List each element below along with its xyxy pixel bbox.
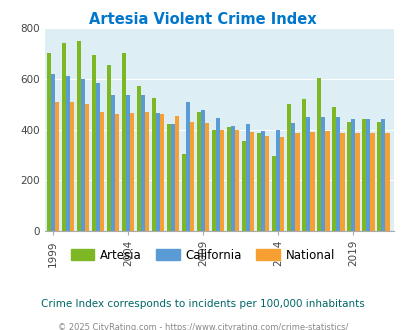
Bar xyxy=(335,117,339,231)
Bar xyxy=(96,82,100,231)
Bar xyxy=(196,112,200,231)
Bar xyxy=(145,112,149,231)
Bar xyxy=(130,113,134,231)
Bar xyxy=(181,154,185,231)
Bar xyxy=(92,55,96,231)
Bar xyxy=(249,132,254,231)
Bar xyxy=(81,79,85,231)
Bar xyxy=(115,114,119,231)
Text: © 2025 CityRating.com - https://www.cityrating.com/crime-statistics/: © 2025 CityRating.com - https://www.city… xyxy=(58,323,347,330)
Bar xyxy=(279,137,284,231)
Bar xyxy=(171,124,175,231)
Bar xyxy=(107,65,111,231)
Bar xyxy=(226,127,230,231)
Bar xyxy=(51,74,55,231)
Bar xyxy=(365,119,369,231)
Bar xyxy=(256,133,260,231)
Bar xyxy=(85,104,89,231)
Bar xyxy=(350,119,354,231)
Bar xyxy=(260,131,264,231)
Bar xyxy=(324,131,329,231)
Bar xyxy=(111,95,115,231)
Bar xyxy=(166,124,171,231)
Bar xyxy=(376,122,380,231)
Bar xyxy=(320,117,324,231)
Bar xyxy=(55,102,59,231)
Bar xyxy=(190,122,194,231)
Bar xyxy=(316,78,320,231)
Bar xyxy=(339,133,344,231)
Bar xyxy=(241,141,245,231)
Text: Crime Index corresponds to incidents per 100,000 inhabitants: Crime Index corresponds to incidents per… xyxy=(41,299,364,309)
Bar xyxy=(354,133,359,231)
Bar xyxy=(200,111,205,231)
Bar xyxy=(369,133,374,231)
Bar xyxy=(175,115,179,231)
Bar xyxy=(141,95,145,231)
Bar xyxy=(136,86,141,231)
Bar xyxy=(384,133,389,231)
Bar xyxy=(271,156,275,231)
Bar xyxy=(151,98,156,231)
Bar xyxy=(122,53,126,231)
Bar xyxy=(70,102,74,231)
Text: Artesia Violent Crime Index: Artesia Violent Crime Index xyxy=(89,12,316,26)
Bar xyxy=(346,122,350,231)
Bar xyxy=(380,119,384,231)
Bar xyxy=(305,117,309,231)
Bar xyxy=(220,129,224,231)
Bar xyxy=(66,76,70,231)
Bar xyxy=(160,114,164,231)
Bar xyxy=(126,95,130,231)
Bar xyxy=(62,43,66,231)
Bar xyxy=(205,123,209,231)
Bar xyxy=(100,112,104,231)
Bar xyxy=(286,104,290,231)
Bar xyxy=(331,107,335,231)
Bar xyxy=(234,129,239,231)
Bar xyxy=(156,113,160,231)
Bar xyxy=(215,118,220,231)
Bar xyxy=(275,129,279,231)
Bar xyxy=(245,124,249,231)
Bar xyxy=(230,126,234,231)
Bar xyxy=(264,136,269,231)
Bar xyxy=(290,123,294,231)
Bar xyxy=(309,132,314,231)
Bar xyxy=(47,53,51,231)
Bar xyxy=(211,129,215,231)
Bar xyxy=(294,133,299,231)
Bar xyxy=(185,102,190,231)
Bar xyxy=(361,119,365,231)
Bar xyxy=(77,41,81,231)
Legend: Artesia, California, National: Artesia, California, National xyxy=(66,244,339,266)
Bar xyxy=(301,99,305,231)
